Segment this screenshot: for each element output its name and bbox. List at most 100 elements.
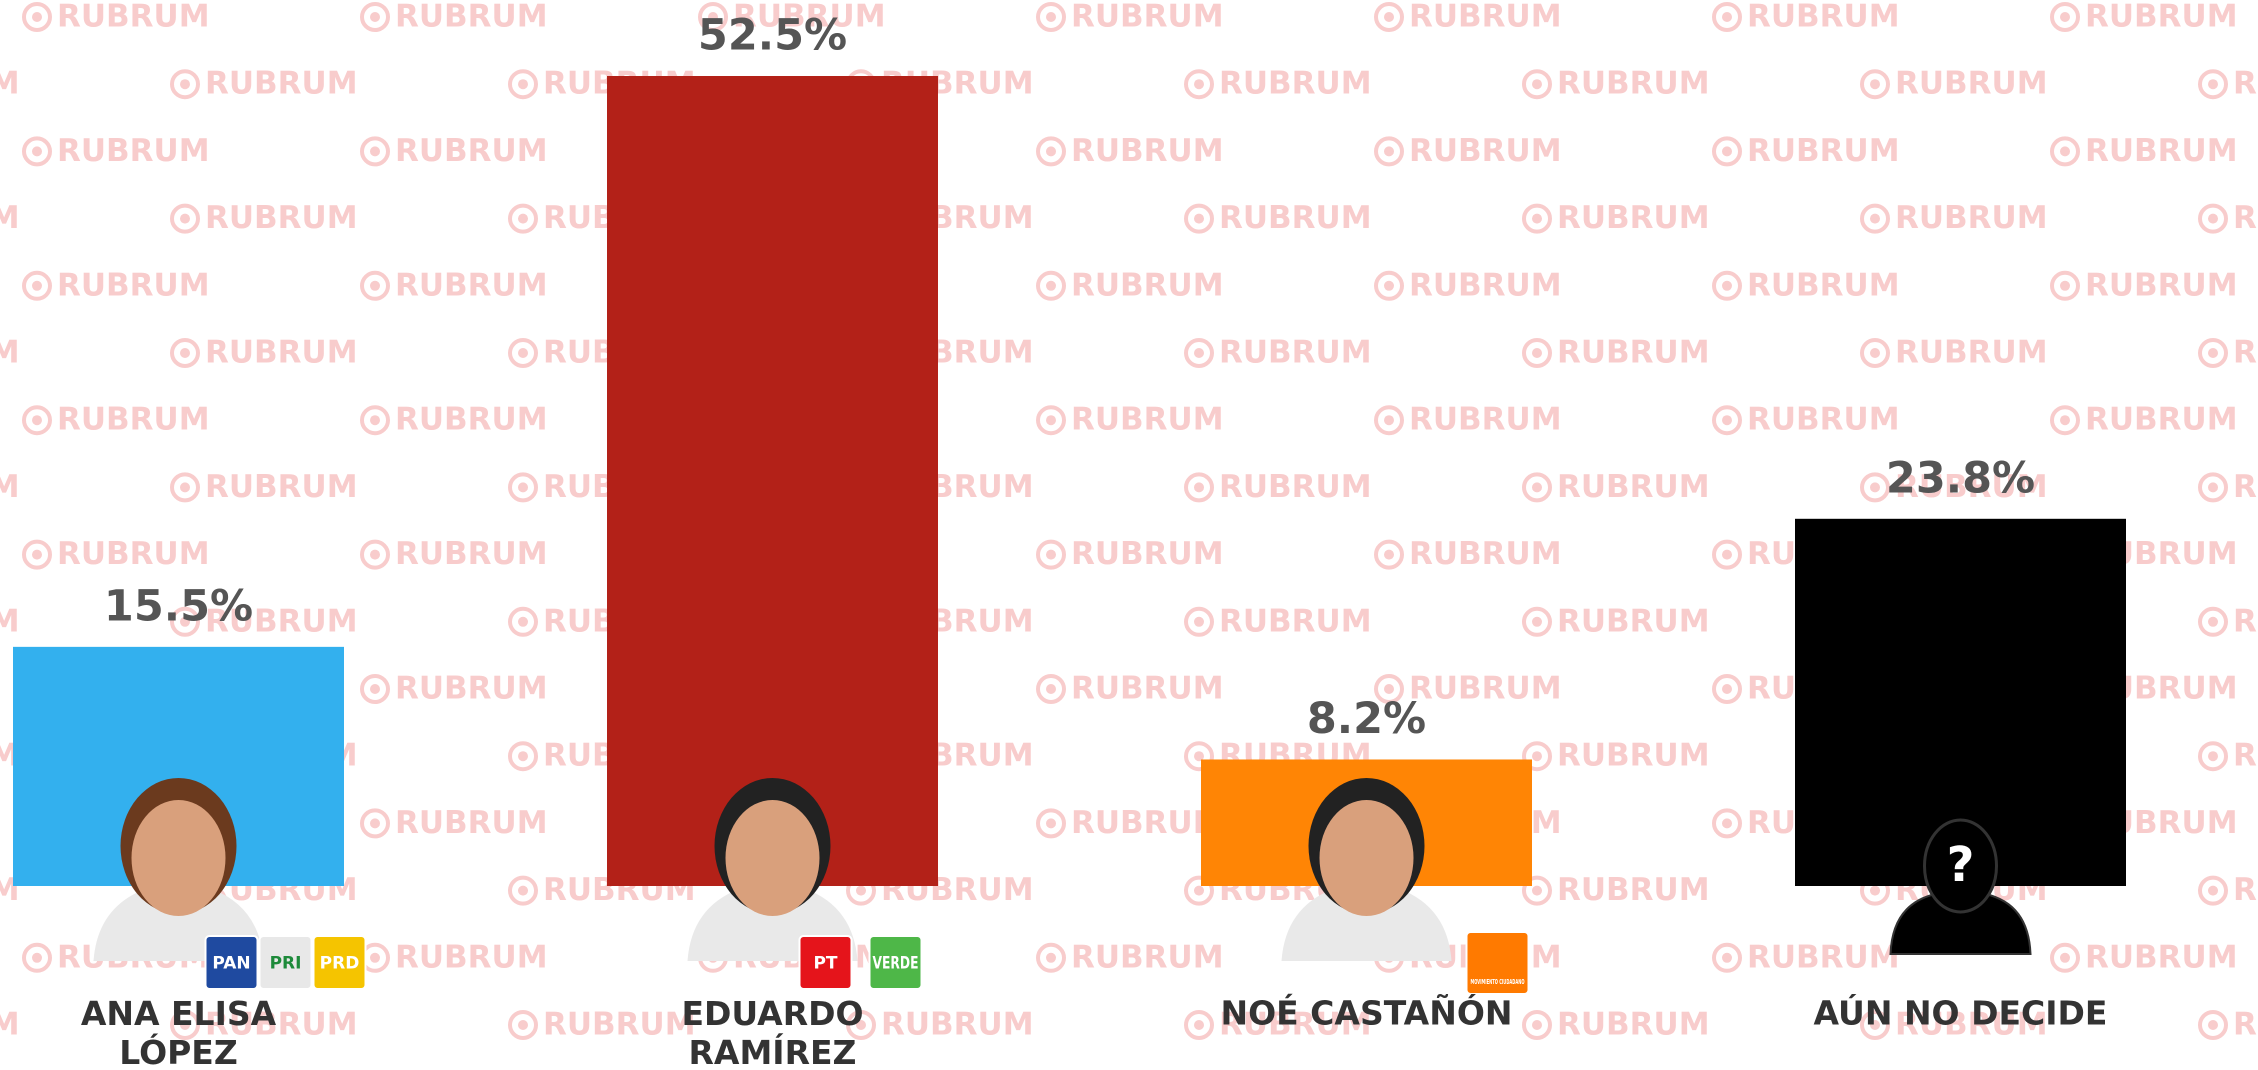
watermark-icon bbox=[370, 280, 380, 291]
watermark-icon bbox=[1532, 1020, 1542, 1030]
watermark-icon bbox=[1194, 348, 1204, 358]
watermark-icon bbox=[2060, 12, 2070, 22]
watermark-icon bbox=[370, 146, 380, 157]
party-logo-label: PRI bbox=[270, 954, 302, 974]
party-logo bbox=[258, 935, 313, 990]
watermark: RUBRUM bbox=[1557, 872, 1710, 908]
watermark: RUBRUM bbox=[1409, 0, 1562, 35]
watermark: RUBRUM bbox=[1409, 536, 1562, 572]
watermark-icon bbox=[2050, 405, 2080, 436]
watermark-icon bbox=[1722, 549, 1732, 560]
unknown-icon: ? bbox=[1947, 837, 1975, 893]
watermark-icon bbox=[370, 818, 380, 829]
watermark: RUBRUM bbox=[881, 1007, 1034, 1043]
watermark: RUBRUM bbox=[733, 0, 886, 35]
watermark-icon bbox=[370, 415, 380, 426]
watermark-icon bbox=[1870, 348, 1880, 358]
x-tick-label: EDUARDO RAMÍREZ bbox=[681, 994, 863, 1070]
watermark-icon bbox=[1870, 213, 1880, 224]
portrait-face bbox=[131, 800, 226, 916]
watermark: RUBRUM bbox=[1895, 1007, 2048, 1043]
watermark: RUBRUM bbox=[1747, 0, 1900, 35]
watermark-icon bbox=[518, 348, 528, 358]
watermark: RUBRUM bbox=[2085, 939, 2238, 975]
party-logo bbox=[312, 935, 367, 990]
watermark-icon bbox=[1374, 539, 1404, 570]
watermark-icon bbox=[170, 69, 200, 100]
watermark-icon bbox=[32, 952, 42, 963]
watermark-icon bbox=[518, 482, 528, 493]
watermark-icon bbox=[2198, 741, 2228, 772]
watermark-icon bbox=[2060, 146, 2070, 157]
watermark-icon bbox=[518, 751, 528, 762]
watermark: RUBRUM bbox=[2085, 0, 2238, 35]
watermark-icon bbox=[2198, 338, 2228, 368]
watermark-icon bbox=[1046, 146, 1056, 157]
watermark-icon bbox=[2208, 348, 2218, 358]
watermark: RUBRUM bbox=[1557, 335, 1710, 371]
watermark-icon bbox=[1036, 136, 1066, 167]
watermark: RUBRUM bbox=[395, 805, 548, 841]
watermark-icon bbox=[2208, 616, 2218, 627]
watermark: RUBRUM bbox=[1071, 267, 1224, 303]
watermark-icon bbox=[1522, 69, 1552, 100]
watermark-icon bbox=[1522, 1010, 1552, 1040]
watermark-icon bbox=[1184, 203, 1214, 234]
x-tick-label: ANA ELISA LÓPEZ bbox=[81, 994, 277, 1070]
watermark-icon bbox=[1046, 415, 1056, 426]
watermark: RUBRUM bbox=[57, 402, 210, 438]
watermark-icon bbox=[1374, 136, 1404, 167]
watermark-icon bbox=[360, 405, 390, 436]
watermark: RUBRUM bbox=[1747, 939, 1900, 975]
portrait-body bbox=[1281, 881, 1452, 961]
watermark-icon bbox=[518, 79, 528, 90]
watermark-icon bbox=[508, 203, 538, 234]
watermark-icon bbox=[2050, 136, 2080, 167]
watermark: RUBRUM bbox=[2233, 469, 2258, 505]
watermark-icon bbox=[1384, 549, 1394, 560]
watermark-icon bbox=[2208, 482, 2218, 493]
watermark-icon bbox=[2208, 1020, 2218, 1030]
x-tick-label: NOÉ CASTAÑÓN bbox=[1220, 993, 1512, 1033]
watermark-icon bbox=[1870, 482, 1880, 493]
watermark-icon bbox=[518, 1020, 528, 1030]
watermark: RUBRUM bbox=[1071, 939, 1224, 975]
party-logo-label: PT bbox=[813, 954, 837, 974]
watermark-icon bbox=[1384, 280, 1394, 291]
watermark-icon bbox=[846, 1010, 876, 1040]
watermark-icon bbox=[1046, 12, 1056, 22]
watermark-icon bbox=[1522, 606, 1552, 637]
watermark: RUBRUM bbox=[1557, 738, 1710, 774]
watermark: RUBRUM bbox=[57, 133, 210, 169]
party-logo bbox=[204, 935, 259, 990]
watermark-icon bbox=[180, 213, 190, 224]
watermark: RUBRUM bbox=[205, 469, 358, 505]
party-logo bbox=[868, 935, 923, 990]
watermark: RUBRUM bbox=[395, 939, 548, 975]
watermark-icon bbox=[2060, 415, 2070, 426]
watermark-icon bbox=[1194, 482, 1204, 493]
watermark-icon bbox=[1194, 885, 1204, 896]
watermark-icon bbox=[1532, 482, 1542, 493]
watermark: RUBRUM bbox=[0, 200, 20, 236]
watermark-icon bbox=[1722, 818, 1732, 829]
watermark: RUBRUM bbox=[2233, 603, 2258, 639]
watermark: RUBRUM bbox=[2233, 738, 2258, 774]
watermark: RUBRUM bbox=[0, 1007, 20, 1043]
watermark: RUBRUM bbox=[2233, 1007, 2258, 1043]
watermark-icon bbox=[1384, 684, 1394, 694]
watermark-icon bbox=[22, 270, 52, 301]
watermark: RUBRUM bbox=[0, 335, 20, 371]
watermark-icon bbox=[1036, 270, 1066, 301]
watermark-icon bbox=[170, 338, 200, 368]
unknown-head bbox=[1923, 818, 1998, 914]
watermark-icon bbox=[508, 69, 538, 100]
watermark: RUBRUM bbox=[205, 1007, 358, 1043]
watermark: RUBRUM bbox=[395, 133, 548, 169]
watermark: RUBRUM bbox=[1219, 469, 1372, 505]
watermark-icon bbox=[1522, 875, 1552, 906]
watermark-icon bbox=[32, 415, 42, 426]
watermark: RUBRUM bbox=[1071, 0, 1224, 35]
